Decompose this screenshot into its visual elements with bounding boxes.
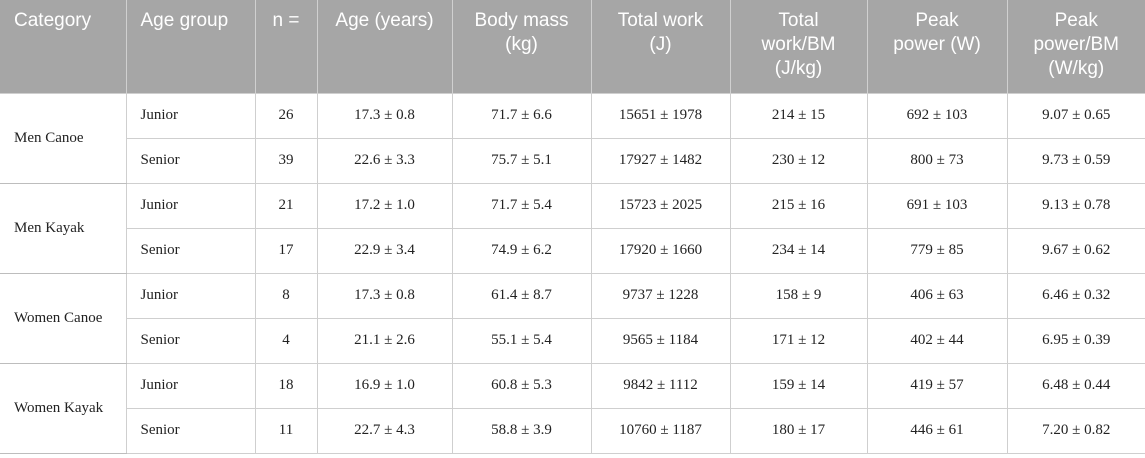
table-row: Women Kayak Junior 18 16.9 ± 1.0 60.8 ± … — [0, 363, 1145, 454]
table-row: Senior 11 22.7 ± 4.3 58.8 ± 3.9 10760 ± … — [0, 408, 1145, 454]
total-work-bm-cell: 171 ± 12 — [730, 318, 868, 364]
peak-power-cell: 800 ± 73 — [867, 138, 1008, 184]
body-mass-cell: 75.7 ± 5.1 — [452, 138, 592, 184]
total-work-cell: 10760 ± 1187 — [591, 408, 731, 454]
peak-power-bm-cell: 9.67 ± 0.62 — [1007, 228, 1145, 274]
n-cell: 21 — [255, 183, 318, 229]
table-row: Men Kayak Junior 21 17.2 ± 1.0 71.7 ± 5.… — [0, 183, 1145, 274]
age-cell: 17.3 ± 0.8 — [317, 92, 453, 139]
category-cell: Women Canoe — [0, 273, 127, 364]
age-cell: 16.9 ± 1.0 — [317, 363, 453, 409]
total-work-cell: 15651 ± 1978 — [591, 92, 731, 139]
body-mass-cell: 61.4 ± 8.7 — [452, 273, 592, 319]
header-row: Category Age group n = Age (years) Body … — [0, 0, 1145, 93]
total-work-bm-cell: 158 ± 9 — [730, 273, 868, 319]
peak-power-cell: 406 ± 63 — [867, 273, 1008, 319]
age-group-cell: Senior — [126, 138, 256, 184]
age-group-cell: Junior — [126, 183, 256, 229]
n-cell: 4 — [255, 318, 318, 364]
peak-power-bm-cell: 6.95 ± 0.39 — [1007, 318, 1145, 364]
table-row: Men Canoe Junior 26 17.3 ± 0.8 71.7 ± 6.… — [0, 92, 1145, 184]
n-cell: 39 — [255, 138, 318, 184]
n-cell: 17 — [255, 228, 318, 274]
header-body-mass: Body mass (kg) — [452, 0, 592, 93]
age-cell: 22.7 ± 4.3 — [317, 408, 453, 454]
total-work-bm-cell: 180 ± 17 — [730, 408, 868, 454]
table-row: Senior 17 22.9 ± 3.4 74.9 ± 6.2 17920 ± … — [0, 228, 1145, 274]
age-group-cell: Junior — [126, 363, 256, 409]
peak-power-cell: 691 ± 103 — [867, 183, 1008, 229]
peak-power-bm-cell: 9.73 ± 0.59 — [1007, 138, 1145, 184]
total-work-cell: 17927 ± 1482 — [591, 138, 731, 184]
header-age-group: Age group — [126, 0, 256, 93]
age-group-cell: Senior — [126, 408, 256, 454]
total-work-cell: 17920 ± 1660 — [591, 228, 731, 274]
total-work-bm-cell: 230 ± 12 — [730, 138, 868, 184]
peak-power-cell: 692 ± 103 — [867, 92, 1008, 139]
n-cell: 8 — [255, 273, 318, 319]
header-total-work-bm: Total work/BM (J/kg) — [730, 0, 868, 93]
total-work-cell: 9842 ± 1112 — [591, 363, 731, 409]
table-row: Senior 4 21.1 ± 2.6 55.1 ± 5.4 9565 ± 11… — [0, 318, 1145, 364]
age-cell: 22.6 ± 3.3 — [317, 138, 453, 184]
age-cell: 17.2 ± 1.0 — [317, 183, 453, 229]
table-row: Senior 39 22.6 ± 3.3 75.7 ± 5.1 17927 ± … — [0, 138, 1145, 184]
total-work-cell: 9565 ± 1184 — [591, 318, 731, 364]
category-cell: Men Kayak — [0, 183, 127, 274]
body-mass-cell: 60.8 ± 5.3 — [452, 363, 592, 409]
body-mass-cell: 71.7 ± 6.6 — [452, 92, 592, 139]
body-mass-cell: 55.1 ± 5.4 — [452, 318, 592, 364]
total-work-bm-cell: 215 ± 16 — [730, 183, 868, 229]
header-total-work: Total work (J) — [591, 0, 731, 93]
n-cell: 18 — [255, 363, 318, 409]
peak-power-cell: 779 ± 85 — [867, 228, 1008, 274]
header-category: Category — [0, 0, 127, 93]
n-cell: 26 — [255, 92, 318, 139]
header-n: n = — [255, 0, 318, 93]
category-cell: Men Canoe — [0, 92, 127, 184]
total-work-cell: 9737 ± 1228 — [591, 273, 731, 319]
peak-power-cell: 419 ± 57 — [867, 363, 1008, 409]
header-age: Age (years) — [317, 0, 453, 93]
peak-power-bm-cell: 6.46 ± 0.32 — [1007, 273, 1145, 319]
total-work-bm-cell: 234 ± 14 — [730, 228, 868, 274]
peak-power-bm-cell: 7.20 ± 0.82 — [1007, 408, 1145, 454]
total-work-bm-cell: 214 ± 15 — [730, 92, 868, 139]
total-work-cell: 15723 ± 2025 — [591, 183, 731, 229]
age-cell: 17.3 ± 0.8 — [317, 273, 453, 319]
peak-power-bm-cell: 6.48 ± 0.44 — [1007, 363, 1145, 409]
peak-power-cell: 402 ± 44 — [867, 318, 1008, 364]
peak-power-bm-cell: 9.13 ± 0.78 — [1007, 183, 1145, 229]
peak-power-bm-cell: 9.07 ± 0.65 — [1007, 92, 1145, 139]
n-cell: 11 — [255, 408, 318, 454]
body-mass-cell: 71.7 ± 5.4 — [452, 183, 592, 229]
header-peak-power: Peak power (W) — [867, 0, 1008, 93]
body-mass-cell: 74.9 ± 6.2 — [452, 228, 592, 274]
peak-power-cell: 446 ± 61 — [867, 408, 1008, 454]
category-cell: Women Kayak — [0, 363, 127, 454]
age-group-cell: Junior — [126, 273, 256, 319]
age-cell: 21.1 ± 2.6 — [317, 318, 453, 364]
age-group-cell: Senior — [126, 318, 256, 364]
total-work-bm-cell: 159 ± 14 — [730, 363, 868, 409]
header-peak-power-bm: Peak power/BM (W/kg) — [1007, 0, 1145, 93]
body-mass-cell: 58.8 ± 3.9 — [452, 408, 592, 454]
age-group-cell: Senior — [126, 228, 256, 274]
age-cell: 22.9 ± 3.4 — [317, 228, 453, 274]
table-row: Women Canoe Junior 8 17.3 ± 0.8 61.4 ± 8… — [0, 273, 1145, 364]
age-group-cell: Junior — [126, 92, 256, 139]
